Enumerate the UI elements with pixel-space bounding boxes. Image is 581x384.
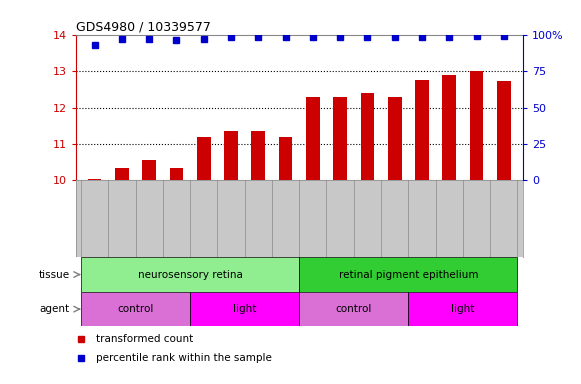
Bar xyxy=(81,292,190,326)
Text: transformed count: transformed count xyxy=(96,334,193,344)
Text: agent: agent xyxy=(40,304,70,314)
Text: tissue: tissue xyxy=(38,270,70,280)
Text: control: control xyxy=(117,304,154,314)
Text: percentile rank within the sample: percentile rank within the sample xyxy=(96,353,272,363)
Bar xyxy=(442,74,456,180)
Bar xyxy=(170,168,183,180)
Bar xyxy=(81,257,299,292)
Bar xyxy=(197,137,210,180)
Bar xyxy=(333,96,347,180)
Bar xyxy=(299,257,518,292)
Text: light: light xyxy=(233,304,256,314)
Bar xyxy=(88,179,102,180)
Bar xyxy=(306,96,320,180)
Bar xyxy=(408,292,518,326)
Text: retinal pigment epithelium: retinal pigment epithelium xyxy=(339,270,478,280)
Bar xyxy=(279,137,292,180)
Text: neurosensory retina: neurosensory retina xyxy=(138,270,242,280)
Bar xyxy=(190,292,299,326)
Bar xyxy=(497,81,511,180)
Bar xyxy=(469,71,483,180)
Bar xyxy=(142,161,156,180)
Text: light: light xyxy=(451,304,475,314)
Bar xyxy=(115,168,129,180)
Bar xyxy=(224,131,238,180)
Bar xyxy=(299,292,408,326)
Bar xyxy=(361,93,374,180)
Bar xyxy=(252,131,265,180)
Text: GDS4980 / 10339577: GDS4980 / 10339577 xyxy=(76,20,210,33)
Text: control: control xyxy=(336,304,372,314)
Bar xyxy=(388,96,401,180)
Bar xyxy=(415,80,429,180)
